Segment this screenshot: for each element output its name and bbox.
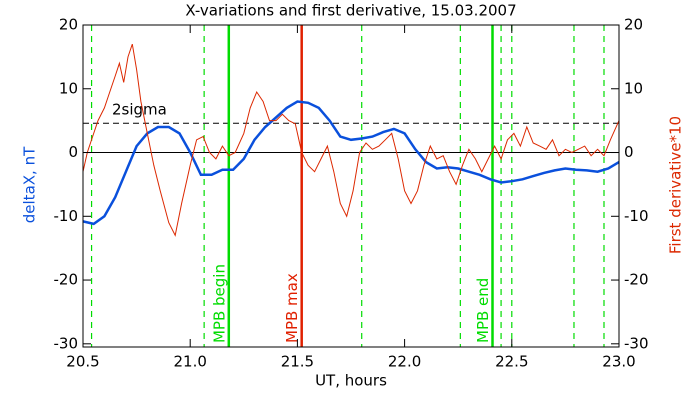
data-line bbox=[82, 43, 620, 237]
x-tick-label: 22.5 bbox=[495, 353, 528, 371]
y-tick-label: -30 bbox=[54, 334, 79, 352]
chart-title: X-variations and first derivative, 15.03… bbox=[185, 2, 516, 20]
x-tick-label: 20.5 bbox=[66, 353, 99, 371]
y2-tick-label: -20 bbox=[624, 271, 649, 289]
data-line bbox=[82, 100, 620, 226]
y2-tick-label: 10 bbox=[624, 79, 643, 97]
plot-frame bbox=[82, 24, 620, 348]
marker-label: MPB begin bbox=[210, 264, 228, 343]
x-tick-label: 21.5 bbox=[281, 353, 314, 371]
x-tick-label: 23.0 bbox=[602, 353, 635, 371]
y2-tick-label: -10 bbox=[624, 207, 649, 225]
y-tick-label: -10 bbox=[54, 207, 79, 225]
y-axis-label: deltaX, nT bbox=[21, 146, 39, 223]
marker-label: MPB max bbox=[283, 273, 301, 343]
y2-tick-label: -30 bbox=[624, 334, 649, 352]
marker-label: MPB end bbox=[474, 278, 492, 343]
y2-tick-label: 0 bbox=[624, 143, 634, 161]
x-tick-label: 21.0 bbox=[173, 353, 206, 371]
reference-label: 2sigma bbox=[112, 101, 167, 119]
y-tick-label: -20 bbox=[54, 271, 79, 289]
y-tick-label: 10 bbox=[59, 79, 78, 97]
y-tick-label: 20 bbox=[59, 16, 78, 34]
y-tick-label: 0 bbox=[68, 143, 78, 161]
x-tick-label: 22.0 bbox=[388, 353, 421, 371]
x-axis-label: UT, hours bbox=[315, 372, 387, 390]
y2-tick-label: 20 bbox=[624, 16, 643, 34]
y2-axis-label: First derivative*10 bbox=[667, 116, 685, 254]
